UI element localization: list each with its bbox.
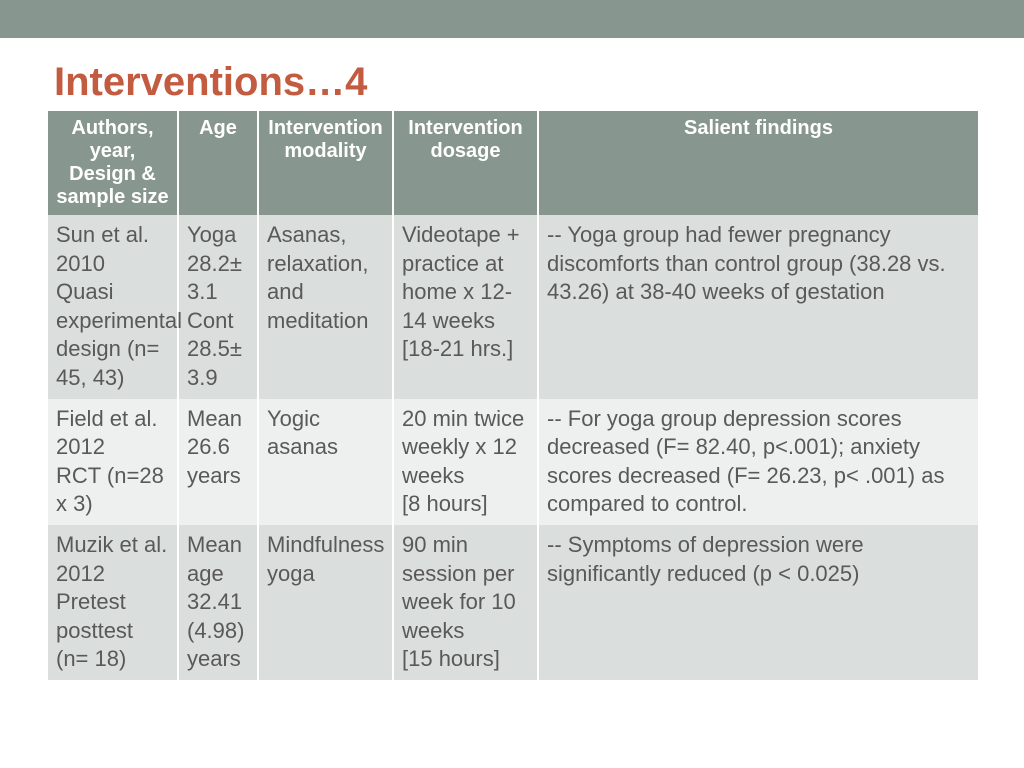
cell-authors: Muzik et al. 2012Pretest posttest(n= 18) — [48, 525, 178, 680]
table-row: Muzik et al. 2012Pretest posttest(n= 18)… — [48, 525, 978, 680]
table-body: Sun et al. 2010Quasi experimental design… — [48, 215, 978, 680]
cell-age: Mean age 32.41 (4.98) years — [178, 525, 258, 680]
page-title: Interventions…4 — [0, 38, 1024, 111]
cell-age: Yoga 28.2± 3.1Cont 28.5± 3.9 — [178, 215, 258, 399]
cell-modality: Mindfulness yoga — [258, 525, 393, 680]
col-header-dosage: Intervention dosage — [393, 111, 538, 215]
table-header-row: Authors, year,Design & sample size Age I… — [48, 111, 978, 215]
cell-authors: Sun et al. 2010Quasi experimental design… — [48, 215, 178, 399]
cell-findings: -- Yoga group had fewer pregnancy discom… — [538, 215, 978, 399]
table-row: Sun et al. 2010Quasi experimental design… — [48, 215, 978, 399]
col-header-age: Age — [178, 111, 258, 215]
slide-content: Interventions…4 Authors, year,Design & s… — [0, 38, 1024, 680]
cell-modality: Yogic asanas — [258, 399, 393, 525]
cell-authors: Field et al. 2012RCT (n=28 x 3) — [48, 399, 178, 525]
table-row: Field et al. 2012RCT (n=28 x 3) Mean 26.… — [48, 399, 978, 525]
top-bar — [0, 0, 1024, 38]
col-header-authors: Authors, year,Design & sample size — [48, 111, 178, 215]
cell-dosage: Videotape + practice at home x 12-14 wee… — [393, 215, 538, 399]
col-header-findings: Salient findings — [538, 111, 978, 215]
cell-findings: -- For yoga group depression scores decr… — [538, 399, 978, 525]
cell-dosage: 20 min twice weekly x 12 weeks[8 hours] — [393, 399, 538, 525]
cell-modality: Asanas, relaxation, and meditation — [258, 215, 393, 399]
cell-findings: -- Symptoms of depression were significa… — [538, 525, 978, 680]
cell-age: Mean 26.6 years — [178, 399, 258, 525]
col-header-modality: Intervention modality — [258, 111, 393, 215]
cell-dosage: 90 min session per week for 10 weeks[15 … — [393, 525, 538, 680]
interventions-table: Authors, year,Design & sample size Age I… — [48, 111, 978, 680]
